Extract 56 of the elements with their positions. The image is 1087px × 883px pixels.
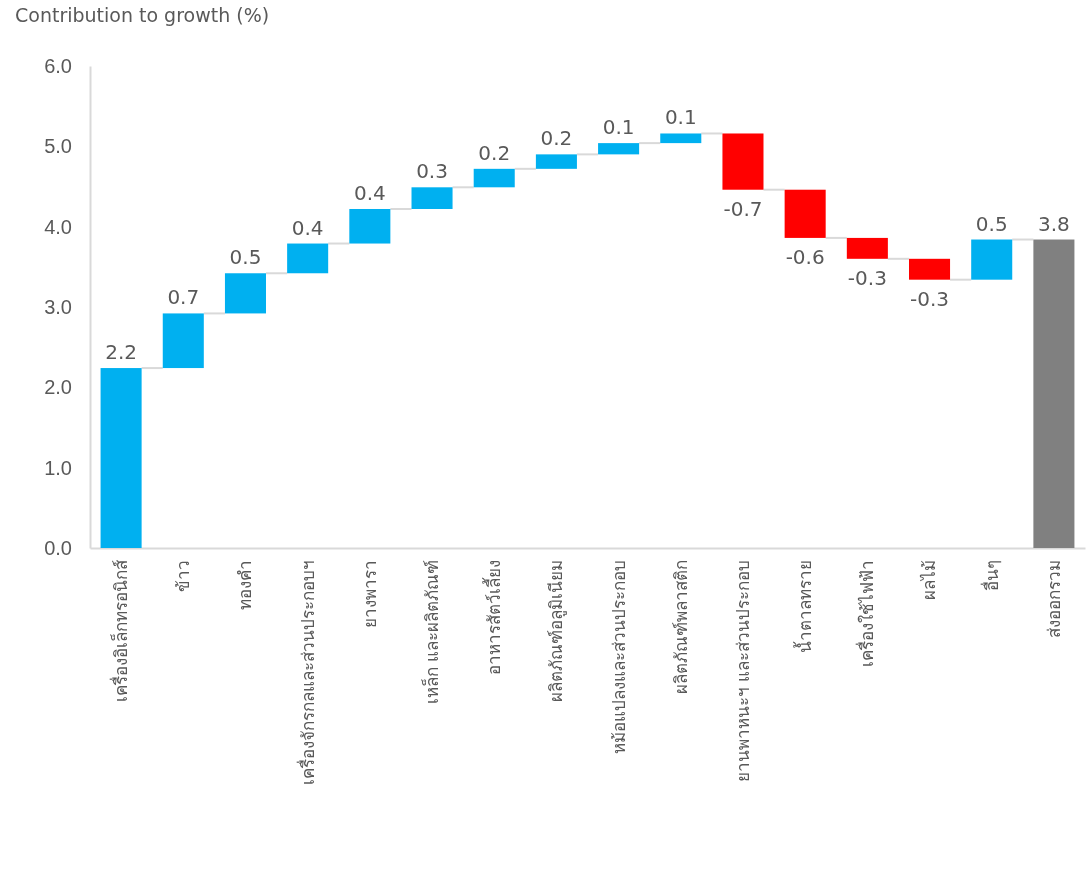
- y-tick-label: 1.0: [44, 456, 72, 479]
- data-label: 0.3: [416, 159, 448, 184]
- x-tick-label: ยานพาหนะฯ และส่วนประกอบ: [733, 560, 753, 782]
- y-tick-label: 3.0: [44, 295, 72, 318]
- x-tick-label: เครื่องจักรกลและส่วนประกอบฯ: [295, 560, 318, 785]
- data-label: -0.3: [910, 286, 950, 311]
- data-label: -0.7: [723, 196, 763, 221]
- bar: [224, 273, 266, 314]
- data-label: 0.1: [602, 115, 635, 140]
- x-tick-label: อื่นๆ: [979, 560, 1002, 591]
- x-tick-label: ผลไม้: [919, 560, 940, 600]
- data-label: 0.4: [353, 180, 386, 205]
- x-tick-label: ยางพารา: [360, 560, 380, 628]
- data-label: 0.2: [540, 126, 573, 151]
- bar: [535, 154, 577, 169]
- bar: [162, 313, 204, 369]
- x-tick-label: เครื่องอิเล็กทรอนิกส์: [109, 559, 132, 702]
- y-axis-title: Contribution to growth (%): [15, 4, 270, 26]
- data-label: 3.8: [1038, 211, 1070, 236]
- x-tick-label: ส่งออกรวม: [1044, 560, 1064, 638]
- x-tick-label: ผลิตภัณฑ์พลาสติก: [671, 560, 691, 694]
- bar: [287, 243, 329, 274]
- x-tick-label: อาหารสัตว์เลี้ยง: [482, 560, 505, 675]
- x-tick-label: ผลิตภัณฑ์อลูมิเนียม: [547, 560, 568, 702]
- y-tick-label: 2.0: [44, 376, 72, 399]
- bar: [100, 368, 142, 548]
- y-tick-label: 6.0: [44, 54, 72, 77]
- data-label: 0.1: [664, 105, 697, 130]
- bar: [598, 143, 640, 155]
- x-tick-label: เครื่องใช้ไฟฟ้า: [855, 560, 878, 667]
- bar: [722, 133, 764, 190]
- data-label: -0.3: [847, 265, 887, 290]
- bar: [971, 239, 1013, 280]
- bar: [349, 208, 391, 244]
- x-tick-label: ข้าว: [174, 560, 194, 592]
- y-tick-label: 4.0: [44, 215, 72, 238]
- bar: [1033, 239, 1075, 548]
- bar: [660, 133, 702, 144]
- bar: [909, 258, 951, 280]
- y-tick-label: 5.0: [44, 135, 72, 158]
- data-label: 2.2: [105, 340, 137, 365]
- x-tick-label: เหล็ก และผลิตภัณฑ์: [420, 560, 442, 704]
- y-tick-label: 0.0: [44, 536, 72, 559]
- bar: [846, 237, 888, 259]
- data-label: 0.7: [167, 285, 200, 310]
- bar: [473, 168, 515, 188]
- bar: [411, 187, 453, 209]
- data-label: 0.2: [478, 140, 511, 165]
- x-tick-label: ทองคำ: [236, 560, 256, 610]
- data-label: 0.5: [975, 211, 1008, 236]
- bar: [784, 189, 826, 238]
- data-label: 0.4: [291, 215, 324, 240]
- x-tick-label: น้ำตาลทราย: [793, 560, 816, 653]
- data-label: 0.5: [229, 245, 262, 270]
- x-tick-label: หม้อแปลงและส่วนประกอบ: [609, 560, 629, 754]
- data-label: -0.6: [785, 244, 825, 269]
